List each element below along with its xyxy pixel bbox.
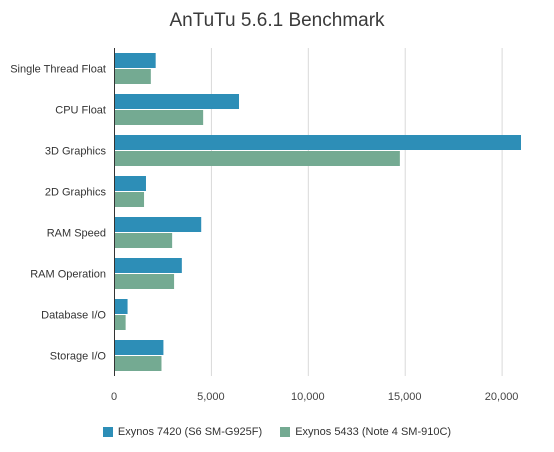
legend-item-series-1[interactable]: Exynos 7420 (S6 SM-G925F) [102, 426, 263, 438]
bar-series-2 [115, 151, 400, 166]
category-label: 2D Graphics [45, 187, 107, 199]
legend-item-series-2[interactable]: Exynos 5433 (Note 4 SM-910C) [280, 426, 451, 438]
bar-series-2 [115, 192, 145, 207]
bar-series-1 [115, 53, 156, 68]
chart-legend: Exynos 7420 (S6 SM-G925F) Exynos 5433 (N… [0, 426, 554, 442]
bar-chart: 0 5,000 10,000 15,000 20,000 Single Thread Fl… [10, 48, 521, 403]
bar-series-1 [115, 217, 202, 232]
x-tick-label: 15,000 [388, 391, 422, 403]
x-tick-label: 20,000 [485, 391, 519, 403]
legend-label-series-2: Exynos 5433 (Note 4 SM-910C) [295, 426, 452, 438]
legend-label-series-1: Exynos 7420 (S6 SM-G925F) [117, 426, 263, 438]
x-tick-label: 5,000 [197, 391, 225, 403]
x-tick-label: 0 [111, 391, 117, 403]
bar-series-1 [115, 176, 146, 191]
category-label: RAM Operation [30, 269, 106, 281]
x-tick-label: 10,000 [291, 391, 325, 403]
category-label: 3D Graphics [45, 146, 107, 158]
bar-series-2 [115, 274, 175, 289]
bar-series-1 [115, 258, 182, 273]
bar-series-2 [115, 233, 173, 248]
category-label: Single Thread Float [10, 64, 106, 76]
category-label: CPU Float [55, 105, 106, 117]
bar-series-2 [115, 110, 204, 125]
bar-series-1 [115, 340, 164, 355]
bar-series-2 [115, 315, 126, 330]
legend-swatch-series-2 [280, 427, 291, 437]
bar-series-2 [115, 356, 162, 371]
chart-title: AnTuTu 5.6.1 Benchmark [169, 10, 385, 31]
legend-swatch-series-1 [102, 427, 113, 437]
bar-series-1 [115, 135, 521, 150]
bar-series-2 [115, 69, 151, 84]
bar-series-1 [115, 94, 240, 109]
bar-series-1 [115, 299, 128, 314]
category-label: Database I/O [41, 310, 106, 322]
category-label: Storage I/O [50, 351, 107, 363]
category-label: RAM Speed [47, 228, 106, 240]
